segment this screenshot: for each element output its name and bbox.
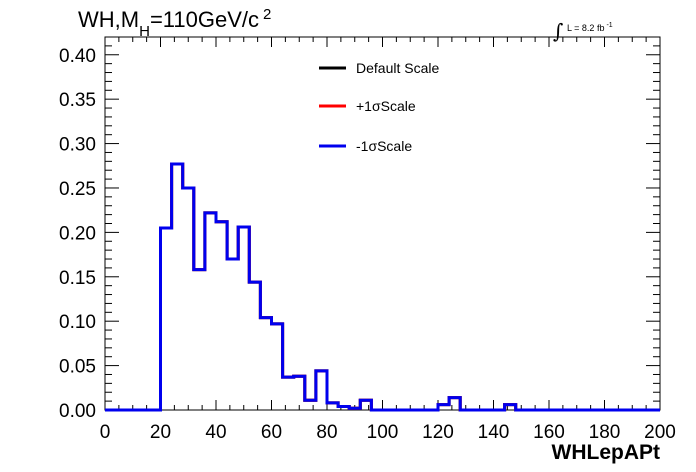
legend: Default Scale +1σScale -1σScale (319, 60, 439, 154)
x-tick-label: 20 (150, 422, 171, 443)
x-tick-label: 80 (316, 422, 337, 443)
y-tick-label: 0.25 (59, 179, 96, 200)
title-subscript: H (139, 23, 150, 40)
y-tick-label: 0.15 (59, 268, 96, 289)
y-tick-label: 0.40 (59, 46, 96, 67)
axis-ticks (104, 36, 661, 411)
x-tick-label: 120 (422, 422, 454, 443)
x-tick-label: 160 (533, 422, 565, 443)
legend-label-3: -1σScale (356, 138, 412, 154)
x-axis-label: WHLepAPt (552, 441, 661, 464)
x-tick-label: 100 (367, 422, 399, 443)
legend-label-2: +1σScale (356, 98, 416, 114)
lumi-integral-symbol: ∫ (553, 19, 563, 43)
title-superscript: 2 (263, 6, 271, 23)
plot-frame (104, 36, 661, 411)
y-tick-label: 0.00 (59, 401, 96, 422)
series-line-1 (105, 162, 660, 412)
x-tick-label: 180 (589, 422, 621, 443)
x-tick-label: 140 (478, 422, 510, 443)
x-tick-label: 0 (100, 422, 111, 443)
x-tick-label: 200 (644, 422, 676, 443)
title-main: WH,M (78, 7, 139, 32)
chart-title: WH,MH=110GeV/c 2 (78, 6, 271, 40)
lumi-superscript: -1 (606, 22, 612, 29)
y-tick-label: 0.30 (59, 135, 96, 156)
legend-label-1: Default Scale (356, 60, 439, 76)
y-tick-label: 0.05 (59, 357, 96, 378)
x-tick-label: 40 (205, 422, 226, 443)
title-rest: =110GeV/c (150, 7, 259, 32)
y-tick-label: 0.10 (59, 312, 96, 333)
axis-tick-labels: 0 20 40 60 80 100 120 140 160 180 200 0.00 0.05 0.10 0… (59, 46, 676, 443)
lumi-label: L = 8.2 fb -1 (567, 22, 613, 33)
lumi-text: L = 8.2 fb (567, 23, 604, 33)
series-layer (105, 162, 660, 412)
series-line-3 (105, 162, 660, 412)
y-tick-label: 0.20 (59, 223, 96, 244)
series-line-2 (105, 162, 660, 412)
x-tick-label: 60 (261, 422, 282, 443)
y-tick-label: 0.35 (59, 90, 96, 111)
